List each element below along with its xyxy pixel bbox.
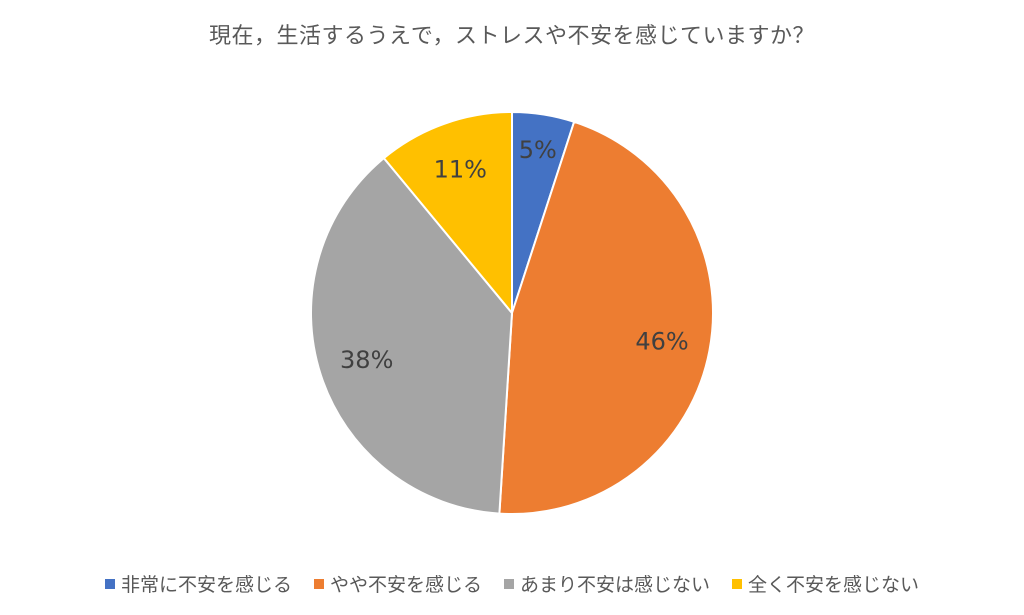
slice-data-label: 46% xyxy=(635,328,688,356)
legend-label: やや不安を感じる xyxy=(329,574,482,596)
legend-swatch xyxy=(104,578,115,589)
legend-swatch xyxy=(504,578,514,589)
slice-data-label: 5% xyxy=(519,136,557,164)
slice-data-label: 38% xyxy=(340,346,393,374)
legend-label: 全く不安を感じない xyxy=(748,574,920,596)
pie-slice xyxy=(310,156,514,515)
pie-slice xyxy=(382,110,513,316)
legend-item: 非常に不安を感じる xyxy=(104,570,292,597)
legend-item: 全く不安を感じない xyxy=(732,570,919,597)
legend-swatch xyxy=(313,578,324,589)
legend-label: あまり不安は感じない xyxy=(520,574,711,596)
chart-title: 現在，生活するうえで，ストレスや不安を感じていますか？ xyxy=(209,24,815,49)
slice-data-label: 11% xyxy=(434,155,487,183)
legend-item: あまり不安は感じない xyxy=(504,570,710,597)
pie-slice xyxy=(498,120,714,515)
legend-label: 非常に不安を感じる xyxy=(120,574,292,596)
chart-legend: 非常に不安を感じる やや不安を感じる あまり不安は感じない 全く不安を感じない xyxy=(0,570,1024,597)
legend-item: やや不安を感じる xyxy=(313,570,482,597)
legend-swatch xyxy=(732,578,743,589)
